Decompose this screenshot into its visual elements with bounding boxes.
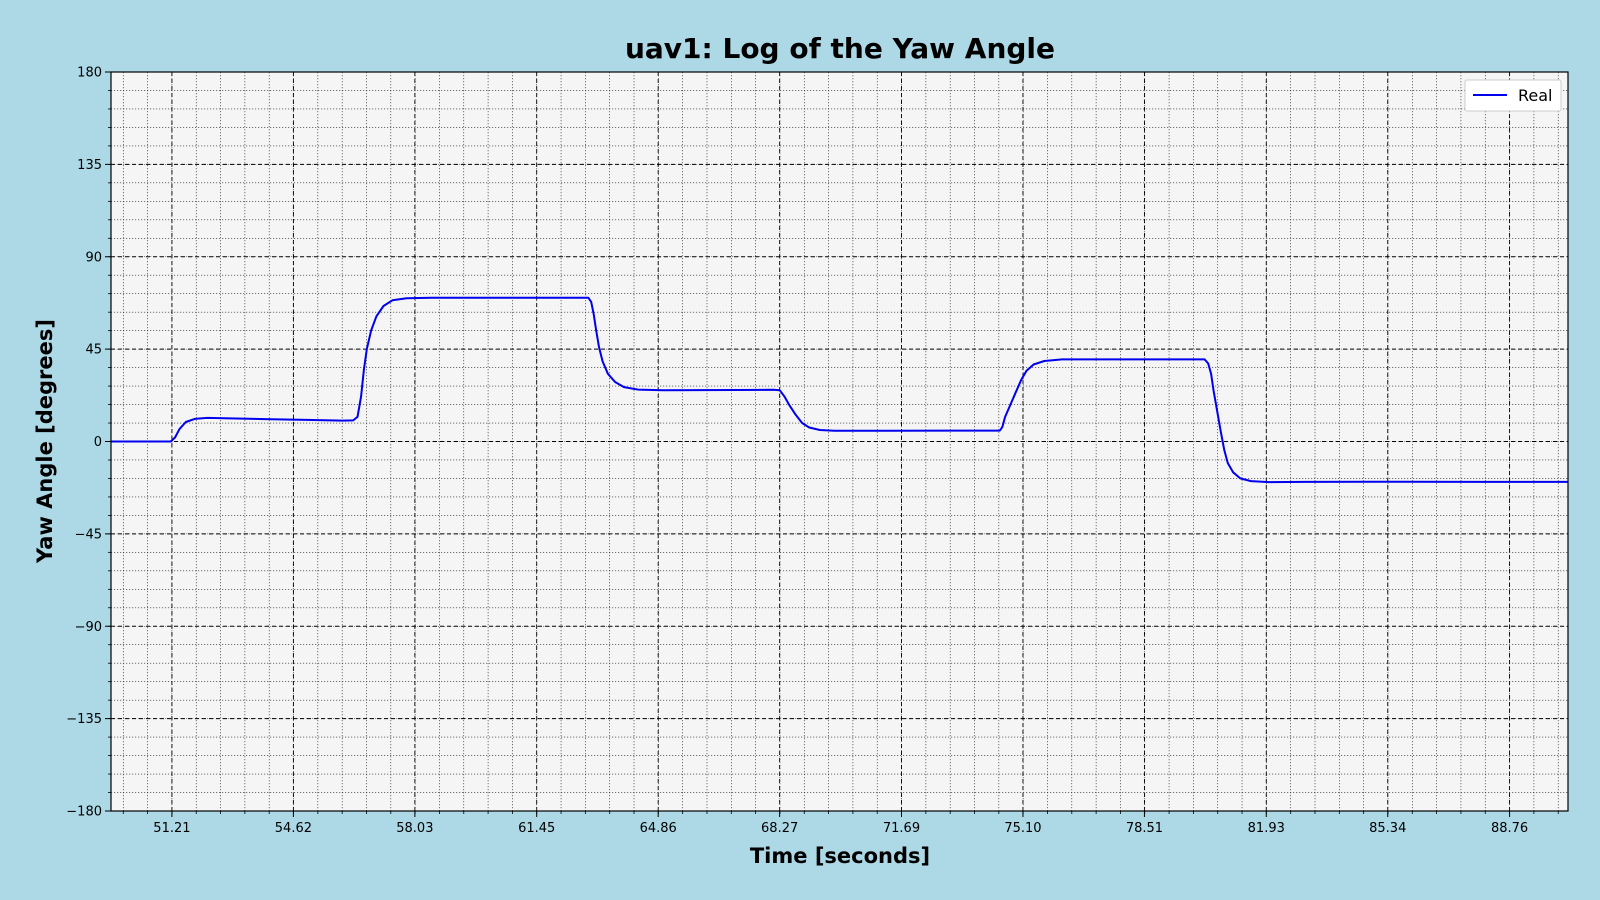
y-tick-label: 135 — [77, 158, 102, 173]
series-layer — [111, 296, 1568, 484]
x-tick-label: 58.03 — [396, 821, 433, 836]
y-tick-label: 45 — [85, 343, 102, 358]
x-tick-label: 64.86 — [640, 821, 677, 836]
chart-title: uav1: Log of the Yaw Angle — [625, 32, 1055, 65]
y-tick-label: 180 — [77, 66, 102, 81]
y-axis-label: Yaw Angle [degrees] — [33, 319, 57, 564]
y-tick-label: 0 — [94, 435, 102, 450]
y-tick-label: 90 — [85, 250, 102, 265]
x-tick-label: 78.51 — [1126, 821, 1163, 836]
x-axis-label: Time [seconds] — [750, 844, 930, 868]
x-axis-ticks: 51.21 54.62 58.03 61.45 64.86 68.27 71.69 75.10… — [122, 811, 1559, 836]
x-tick-label: 68.27 — [761, 821, 798, 836]
y-tick-label: −135 — [66, 712, 102, 727]
y-tick-label: −180 — [66, 805, 102, 820]
x-tick-label: 71.69 — [883, 821, 920, 836]
x-tick-label: 61.45 — [518, 821, 555, 836]
y-axis-ticks: 180 135 90 45 0 −45 −90 −135 −180 — [66, 66, 111, 820]
y-tick-label: −45 — [75, 527, 102, 542]
x-tick-label: 54.62 — [275, 821, 312, 836]
y-tick-label: −90 — [75, 620, 102, 635]
legend: Real — [1464, 79, 1562, 112]
legend-label-real: Real — [1518, 86, 1553, 105]
x-tick-label: 88.76 — [1491, 821, 1528, 836]
x-tick-label: 81.93 — [1248, 821, 1285, 836]
legend-box — [1464, 79, 1562, 112]
series-line-real — [111, 296, 1568, 484]
x-tick-label: 85.34 — [1369, 821, 1406, 836]
x-tick-label: 75.10 — [1004, 821, 1041, 836]
x-tick-label: 51.21 — [153, 821, 190, 836]
